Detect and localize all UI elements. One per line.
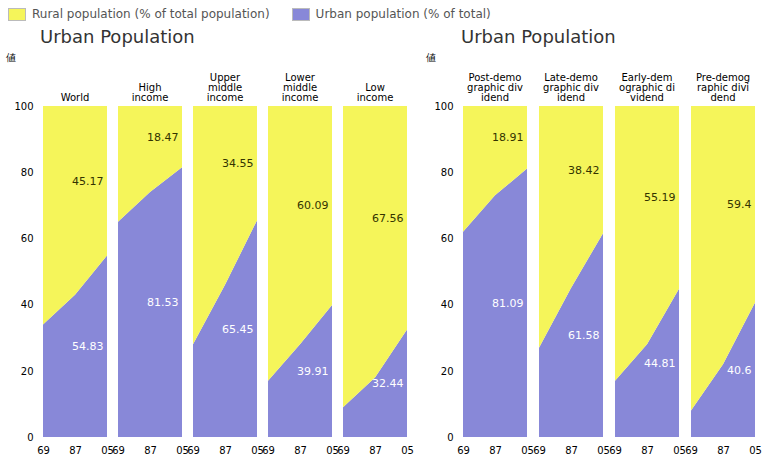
- svg-text:05: 05: [673, 445, 686, 456]
- svg-text:40: 40: [21, 299, 34, 310]
- html-text:Urban Population: Urban Population: [461, 26, 616, 47]
- svg-text:44.81: 44.81: [644, 357, 676, 370]
- svg-text:34.55: 34.55: [222, 157, 254, 170]
- svg-text:05: 05: [176, 444, 189, 456]
- svg-text:67.56: 67.56: [372, 212, 404, 225]
- svg-text:55.19: 55.19: [644, 191, 676, 204]
- svg-text:18.47: 18.47: [147, 131, 179, 144]
- svg-text:20: 20: [21, 366, 34, 377]
- svg-text:69: 69: [533, 445, 546, 456]
- svg-text:Uppermiddleincome: Uppermiddleincome: [207, 72, 244, 103]
- svg-text:69: 69: [457, 445, 470, 456]
- svg-text:87: 87: [219, 445, 232, 456]
- svg-text:Highincome: Highincome: [132, 82, 169, 103]
- svg-text:60: 60: [441, 233, 454, 244]
- svg-text:39.91: 39.91: [297, 365, 329, 378]
- svg-text:0: 0: [27, 432, 33, 443]
- svg-text:87: 87: [717, 445, 730, 456]
- svg-text:値: 値: [6, 52, 16, 63]
- html-text:Urban Population: Urban Population: [40, 26, 195, 47]
- svg-text:69: 69: [337, 445, 350, 456]
- svg-text:87: 87: [144, 445, 157, 456]
- svg-text:05: 05: [521, 445, 534, 456]
- svg-text:87: 87: [489, 445, 502, 456]
- svg-text:61.58: 61.58: [568, 329, 600, 342]
- svg-text:Early-demographic dividend: Early-demographic dividend: [619, 72, 675, 103]
- svg-text:45.17: 45.17: [72, 175, 104, 188]
- svg-text:05: 05: [597, 445, 610, 456]
- svg-text:40.6: 40.6: [727, 364, 752, 377]
- svg-text:20: 20: [441, 366, 454, 377]
- svg-text:32.44: 32.44: [372, 377, 404, 390]
- svg-text:87: 87: [565, 445, 578, 456]
- html-text:Urban population (% of total): Urban population (% of total): [315, 7, 491, 21]
- svg-text:69: 69: [187, 445, 200, 456]
- svg-text:60: 60: [21, 233, 34, 244]
- svg-text:0: 0: [447, 432, 453, 443]
- svg-text:87: 87: [369, 445, 382, 456]
- svg-text:Post-demographic dividend: Post-demographic dividend: [467, 72, 523, 103]
- svg-text:80: 80: [441, 167, 454, 178]
- svg-text:05: 05: [101, 444, 114, 456]
- svg-text:81.53: 81.53: [147, 296, 179, 309]
- svg-text:18.91: 18.91: [492, 131, 524, 144]
- svg-text:Late-demographic dividend: Late-demographic dividend: [543, 72, 599, 103]
- svg-text:87: 87: [641, 445, 654, 456]
- svg-text:69: 69: [262, 445, 275, 456]
- svg-text:World: World: [61, 92, 90, 103]
- svg-text:100: 100: [14, 101, 33, 112]
- svg-text:値: 値: [426, 52, 436, 63]
- svg-text:81.09: 81.09: [492, 297, 524, 310]
- svg-text:65.45: 65.45: [222, 323, 254, 336]
- html-text:Rural population (% of total p: Rural population (% of total population): [32, 7, 270, 21]
- svg-text:87: 87: [294, 445, 307, 456]
- svg-text:69: 69: [37, 445, 50, 456]
- svg-text:59.4: 59.4: [727, 198, 752, 211]
- svg-text:05: 05: [326, 444, 339, 456]
- svg-text:Lowincome: Lowincome: [357, 82, 394, 103]
- svg-text:69: 69: [112, 445, 125, 456]
- svg-text:38.42: 38.42: [568, 164, 600, 177]
- svg-text:60.09: 60.09: [297, 199, 329, 212]
- svg-text:69: 69: [609, 445, 622, 456]
- svg-text:Pre-demographic dividend: Pre-demographic dividend: [696, 72, 750, 103]
- svg-text:Lowermiddleincome: Lowermiddleincome: [282, 72, 319, 103]
- svg-text:05: 05: [401, 445, 414, 456]
- svg-text:05: 05: [251, 444, 264, 456]
- svg-text:54.83: 54.83: [72, 340, 104, 353]
- svg-text:69: 69: [685, 445, 698, 456]
- svg-text:40: 40: [441, 299, 454, 310]
- svg-text:05: 05: [749, 445, 762, 456]
- svg-text:80: 80: [21, 167, 34, 178]
- svg-text:100: 100: [434, 101, 453, 112]
- svg-text:87: 87: [69, 445, 82, 456]
